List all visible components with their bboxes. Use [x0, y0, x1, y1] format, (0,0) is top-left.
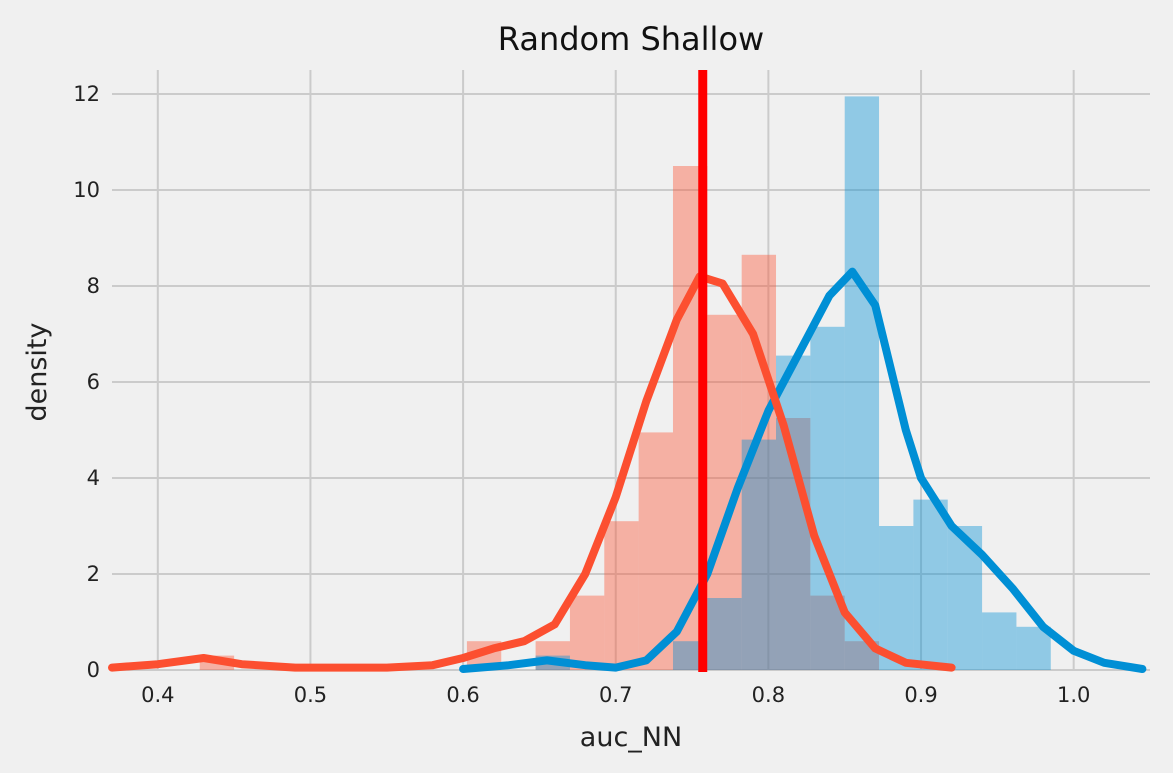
y-tick-label: 0: [87, 658, 100, 682]
x-tick-label: 0.7: [599, 683, 632, 707]
y-tick-label: 12: [73, 82, 100, 106]
blue-series-bar-11: [1016, 626, 1051, 670]
red-series-bar-5: [638, 432, 673, 670]
x-tick-labels: 0.4 0.5 0.6 0.7 0.8 0.9 1.0: [141, 683, 1090, 707]
y-tick-label: 10: [73, 178, 100, 202]
red-series-bar-4: [604, 521, 639, 670]
blue-kde-curve: [459, 267, 1147, 673]
y-tick-label: 2: [87, 562, 100, 586]
y-tick-label: 6: [87, 370, 100, 394]
blue-series-bar-5: [810, 326, 845, 670]
red-kde-curve: [108, 272, 956, 672]
blue-series-bar-6: [844, 96, 880, 670]
y-tick-label: 8: [87, 274, 100, 298]
x-tick-label: 0.5: [294, 683, 327, 707]
y-axis-label: density: [22, 322, 53, 421]
x-axis-label: auc_NN: [580, 722, 682, 753]
kde-curves: [108, 267, 1147, 673]
red-series-bar-3: [569, 595, 605, 670]
x-tick-label: 0.6: [446, 683, 479, 707]
blue-series-bar-7: [879, 526, 914, 670]
x-tick-label: 0.9: [904, 683, 937, 707]
x-tick-label: 0.8: [752, 683, 785, 707]
chart-title: Random Shallow: [498, 20, 764, 58]
blue-series-bar-2: [707, 598, 742, 670]
histogram-bars: [199, 96, 1051, 671]
y-tick-label: 4: [87, 466, 100, 490]
blue-series-bar-10: [982, 612, 1017, 670]
x-tick-label: 0.4: [141, 683, 174, 707]
blue-series-bar-3: [741, 439, 777, 670]
y-tick-labels: 0 2 4 6 8 10 12: [73, 82, 100, 682]
x-tick-label: 1.0: [1057, 683, 1090, 707]
blue-series-bar-8: [913, 499, 948, 670]
